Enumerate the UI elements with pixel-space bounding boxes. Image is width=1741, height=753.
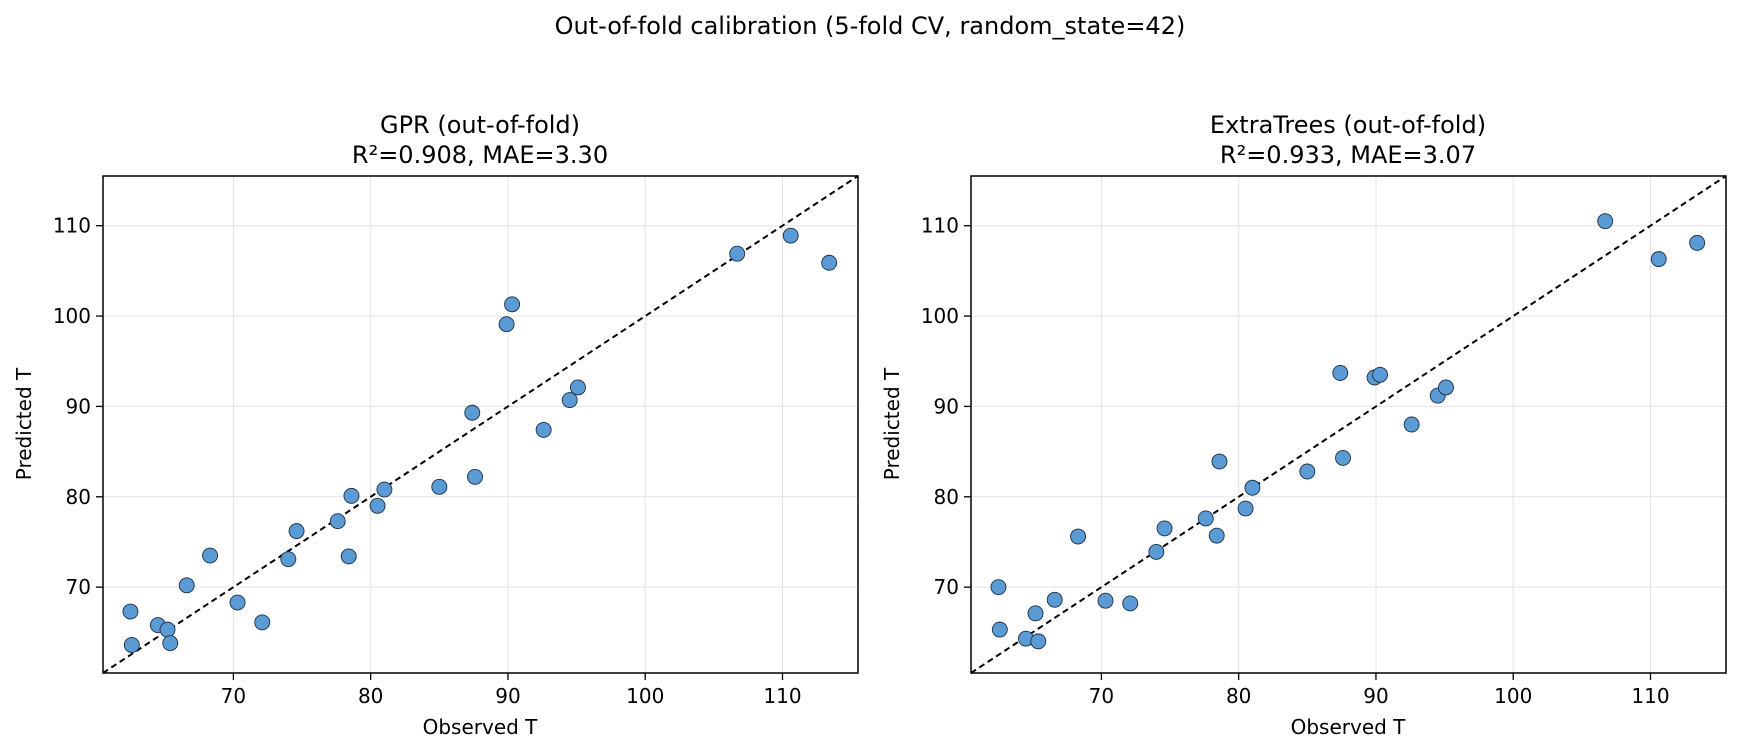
data-point: [1597, 213, 1614, 230]
data-point: [1438, 379, 1454, 396]
data-point: [498, 316, 515, 333]
data-point: [1335, 449, 1351, 466]
data-point: [254, 614, 271, 631]
axes-frame: [102, 175, 859, 674]
panel-extratrees: ExtraTrees (out-of-fold) R²=0.933, MAE=3…: [880, 111, 1727, 739]
data-point: [159, 621, 176, 638]
x-tick-label: 80: [1226, 684, 1251, 708]
data-point: [504, 296, 521, 313]
data-point: [1237, 500, 1254, 517]
data-point: [1027, 605, 1044, 622]
y-tick-label: 90: [934, 394, 959, 418]
x-axis-label: Observed T: [423, 715, 539, 739]
data-point: [1046, 591, 1063, 608]
data-point: [123, 637, 140, 653]
data-point: [329, 513, 346, 530]
y-axis-label: Predicted T: [12, 367, 36, 480]
data-point: [1097, 592, 1114, 609]
x-tick-label: 70: [1089, 684, 1114, 708]
y-tick-label: 100: [921, 304, 959, 328]
data-point: [431, 478, 448, 495]
data-point: [1650, 251, 1667, 268]
data-point: [1122, 595, 1139, 612]
data-point: [729, 245, 746, 262]
data-point: [178, 577, 195, 594]
data-point: [1299, 463, 1316, 480]
data-point: [1030, 633, 1047, 650]
data-point: [1156, 520, 1173, 537]
x-tick-label: 90: [495, 684, 520, 708]
data-point: [561, 392, 578, 409]
data-point: [369, 497, 386, 514]
data-point: [288, 523, 305, 540]
data-point: [1208, 527, 1225, 544]
data-point: [229, 594, 246, 611]
figure-suptitle: Out-of-fold calibration (5-fold CV, rand…: [555, 12, 1186, 40]
panel-title: GPR (out-of-fold): [380, 111, 580, 139]
data-point: [1689, 234, 1706, 251]
x-axis-label: Observed T: [1291, 715, 1407, 739]
data-point: [464, 404, 481, 421]
data-point: [122, 603, 139, 620]
x-tick-label: 100: [626, 684, 664, 708]
data-point: [990, 579, 1007, 596]
plot-area: 70 80 90 100 110 70 80 90 100 110: [53, 175, 859, 708]
data-point: [162, 635, 179, 652]
y-tick-label: 70: [66, 575, 91, 599]
data-point: [1211, 453, 1228, 470]
data-point: [1070, 528, 1087, 545]
data-point: [1197, 510, 1214, 527]
x-tick-label: 110: [763, 684, 801, 708]
data-point: [535, 421, 552, 438]
data-point: [467, 468, 483, 485]
data-point: [991, 621, 1008, 638]
data-point: [782, 227, 799, 244]
data-point: [376, 481, 393, 498]
plot-area: 70 80 90 100 110 70 80 90 100 110: [921, 175, 1727, 708]
panel-gpr: GPR (out-of-fold) R²=0.908, MAE=3.30 70 8…: [12, 111, 859, 739]
panel-title: ExtraTrees (out-of-fold): [1210, 111, 1486, 139]
y-tick-label: 110: [53, 214, 91, 238]
data-point: [821, 254, 838, 271]
data-point: [343, 487, 360, 504]
panel-subtitle: R²=0.908, MAE=3.30: [352, 141, 608, 169]
x-tick-label: 70: [221, 684, 246, 708]
data-point: [1148, 543, 1165, 560]
panel-subtitle: R²=0.933, MAE=3.07: [1220, 141, 1476, 169]
data-point: [1332, 365, 1349, 381]
y-tick-label: 100: [53, 304, 91, 328]
x-tick-label: 100: [1494, 684, 1532, 708]
identity-line: [970, 175, 1727, 674]
y-axis-label: Predicted T: [880, 367, 904, 480]
axes-frame: [970, 175, 1727, 674]
x-tick-label: 110: [1631, 684, 1669, 708]
data-point: [1372, 366, 1389, 383]
data-point: [202, 547, 219, 564]
data-point: [1244, 479, 1261, 496]
x-tick-label: 80: [358, 684, 383, 708]
y-tick-label: 80: [934, 485, 959, 509]
y-tick-label: 80: [66, 485, 91, 509]
data-point: [280, 551, 297, 568]
x-tick-label: 90: [1363, 684, 1388, 708]
data-point: [1403, 416, 1420, 433]
y-tick-label: 70: [934, 575, 959, 599]
data-point: [570, 379, 586, 396]
data-point: [340, 548, 357, 565]
y-tick-label: 110: [921, 214, 959, 238]
y-tick-label: 90: [66, 394, 91, 418]
